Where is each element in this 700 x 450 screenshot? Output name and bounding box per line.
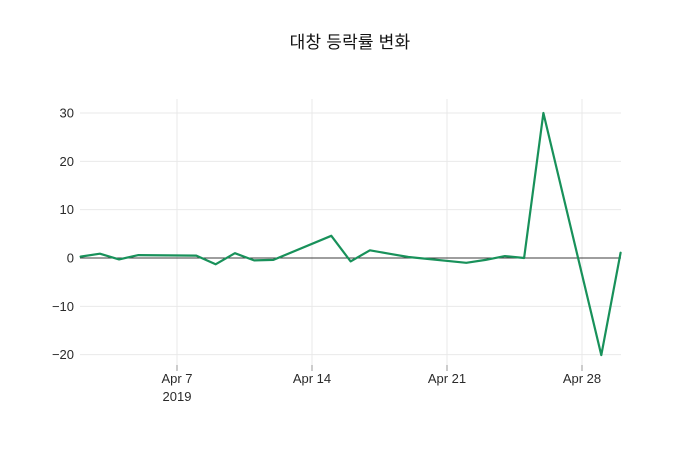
y-tick-label: 0	[67, 251, 74, 266]
y-tick-label: 30	[60, 106, 74, 121]
y-tick-label: −20	[52, 347, 74, 362]
series-line[interactable]	[79, 111, 622, 357]
y-tick-label: −10	[52, 299, 74, 314]
x-tick-label: Apr 28	[563, 371, 601, 386]
x-tick-sublabel: 2019	[163, 389, 192, 404]
x-tick-label: Apr 14	[293, 371, 331, 386]
x-tick-label: Apr 7	[161, 371, 192, 386]
y-tick-label: 20	[60, 154, 74, 169]
y-tick-label: 10	[60, 202, 74, 217]
chart-title: 대창 등락률 변화	[289, 33, 411, 52]
x-tick-label: Apr 21	[428, 371, 466, 386]
